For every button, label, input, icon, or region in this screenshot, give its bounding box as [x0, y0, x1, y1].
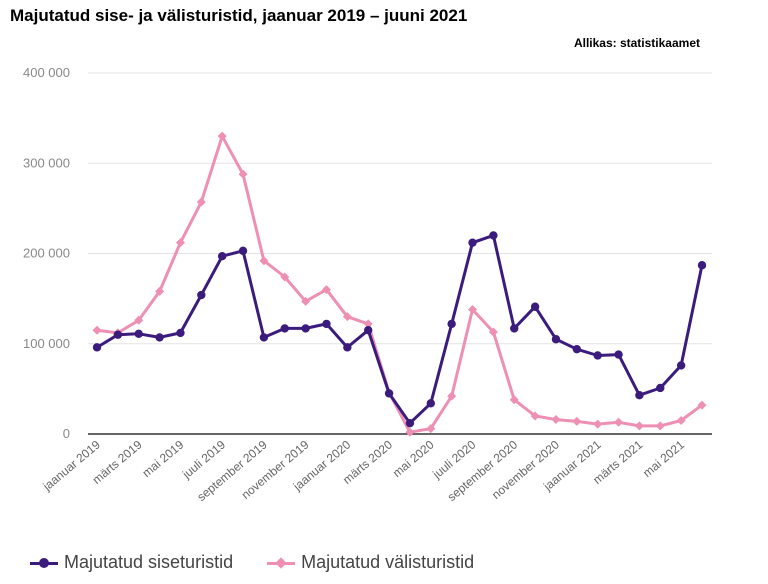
data-point-foreign [697, 400, 707, 410]
x-tick-label: september 2019 [194, 437, 270, 504]
legend: Majutatud siseturistid Majutatud välistu… [30, 552, 474, 573]
y-tick-label: 100 000 [23, 336, 70, 351]
data-point-foreign [593, 419, 603, 429]
data-point-foreign [530, 411, 540, 421]
grid-lines [88, 72, 712, 435]
data-point-foreign [92, 325, 102, 335]
data-point-foreign [280, 272, 290, 282]
data-point-foreign [363, 319, 373, 329]
data-point-domestic [134, 329, 143, 339]
data-point-foreign [509, 395, 519, 405]
data-point-foreign [447, 391, 457, 401]
data-point-domestic [510, 324, 519, 333]
chart-title: Majutatud sise- ja välisturistid, jaanua… [10, 6, 468, 25]
x-tick-label: mai 2021 [640, 437, 687, 480]
data-point-domestic [301, 324, 310, 333]
data-point-domestic [238, 246, 248, 255]
data-point-foreign [175, 238, 185, 248]
data-point-foreign [676, 415, 686, 425]
data-point-domestic [447, 319, 456, 329]
data-point-foreign [238, 169, 248, 179]
data-point-domestic [259, 333, 269, 342]
data-point-domestic [676, 361, 686, 370]
series-domestic [92, 231, 707, 428]
x-tick-label: jaanuar 2019 [39, 437, 103, 494]
data-point-domestic [426, 399, 435, 408]
y-tick-label: 400 000 [23, 65, 70, 80]
data-point-domestic [697, 261, 707, 270]
line-chart: 0 100 000 200 000 300 000 400 000 jaanuar 20… [23, 65, 712, 504]
data-point-domestic [530, 302, 540, 311]
data-point-foreign [551, 415, 561, 425]
data-point-foreign [488, 327, 498, 337]
data-point-domestic [468, 238, 477, 247]
data-point-domestic [551, 335, 561, 344]
data-point-foreign [217, 131, 227, 141]
data-point-domestic [197, 290, 206, 300]
data-point-foreign [405, 427, 415, 437]
data-point-domestic [155, 333, 164, 342]
data-point-foreign [155, 286, 165, 296]
legend-label-foreign: Majutatud välisturistid [301, 552, 475, 572]
data-point-domestic [489, 231, 498, 240]
legend-item-foreign[interactable]: Majutatud välisturistid [267, 552, 474, 573]
data-point-foreign [572, 416, 582, 426]
y-tick-label: 200 000 [23, 246, 70, 261]
data-point-foreign [134, 315, 144, 325]
data-point-foreign [655, 421, 665, 431]
legend-swatch-foreign [267, 556, 296, 569]
y-tick-label: 300 000 [23, 155, 70, 170]
legend-item-domestic[interactable]: Majutatud siseturistid [30, 552, 233, 573]
data-point-domestic [217, 252, 227, 261]
data-point-domestic [614, 350, 623, 359]
data-point-domestic [364, 326, 373, 335]
series-lines [92, 131, 707, 437]
series-foreign [92, 131, 707, 437]
data-point-domestic [343, 343, 352, 352]
data-point-foreign [614, 417, 624, 427]
data-point-domestic [656, 383, 665, 393]
data-point-domestic [280, 324, 289, 333]
data-point-foreign [342, 312, 352, 322]
data-point-domestic [322, 319, 331, 329]
data-point-foreign [634, 421, 644, 431]
data-point-domestic [176, 328, 185, 338]
data-point-domestic [92, 343, 102, 352]
data-point-domestic [572, 344, 582, 354]
data-point-domestic [113, 330, 123, 339]
data-point-domestic [405, 418, 415, 428]
data-point-foreign [468, 304, 478, 314]
source-label: Allikas: statistikaamet [573, 36, 700, 50]
x-tick-label: mai 2020 [390, 437, 437, 480]
data-point-foreign [259, 256, 269, 266]
y-axis-ticks: 0 100 000 200 000 300 000 400 000 [23, 65, 70, 441]
legend-label-domestic: Majutatud siseturistid [64, 552, 234, 572]
data-point-domestic [593, 351, 602, 360]
data-point-foreign [196, 197, 206, 207]
data-point-foreign [321, 285, 331, 295]
y-tick-label: 0 [63, 426, 70, 441]
data-point-domestic [384, 389, 394, 398]
x-tick-label: september 2020 [445, 437, 521, 504]
data-point-domestic [635, 390, 644, 400]
x-tick-label: mai 2019 [140, 437, 187, 480]
series-line-foreign [96, 134, 703, 434]
data-point-foreign [301, 296, 311, 306]
data-point-foreign [426, 424, 436, 434]
legend-swatch-domestic [30, 557, 58, 569]
series-line-domestic [96, 233, 704, 425]
